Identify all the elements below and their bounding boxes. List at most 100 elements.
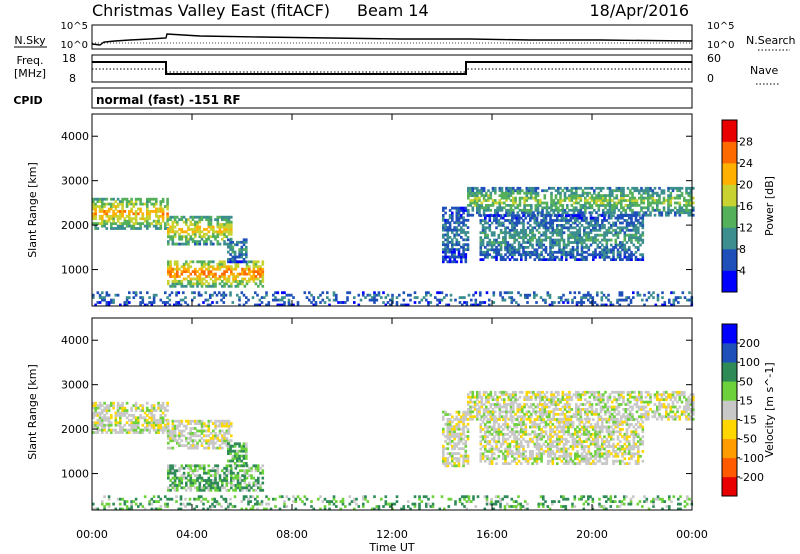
- echo-cell: [667, 415, 670, 419]
- echo-cell: [532, 186, 535, 190]
- echo-cell: [529, 231, 532, 235]
- echo-cell: [689, 408, 693, 411]
- echo-cell: [612, 258, 615, 261]
- echo-cell: [536, 395, 540, 399]
- echo-cell: [180, 479, 184, 482]
- echo-cell: [508, 248, 512, 252]
- echo-cell: [261, 476, 265, 480]
- echo-cell: [526, 253, 530, 257]
- echo-cell: [180, 419, 184, 423]
- echo-cell: [101, 428, 104, 432]
- echo-cell: [494, 393, 497, 397]
- echo-cell: [590, 206, 594, 210]
- echo-cell: [570, 189, 574, 193]
- echo-cell: [191, 484, 195, 487]
- echo-cell: [557, 400, 560, 404]
- echo-cell: [533, 250, 537, 254]
- echo-cell: [128, 428, 131, 432]
- echo-cell: [200, 235, 204, 239]
- echo-cell: [173, 220, 177, 224]
- echo-cell: [457, 243, 461, 247]
- echo-cell: [169, 230, 172, 234]
- echo-cell: [139, 291, 142, 295]
- echo-cell: [203, 270, 206, 273]
- echo-cell: [557, 186, 560, 190]
- echo-cell: [479, 248, 483, 252]
- echo-cell: [196, 270, 199, 273]
- echo-cell: [628, 224, 631, 227]
- echo-cell: [487, 206, 490, 210]
- echo-cell: [560, 238, 564, 242]
- echo-cell: [464, 452, 468, 455]
- echo-cell: [243, 469, 247, 473]
- echo-cell: [173, 432, 177, 435]
- echo-cell: [198, 218, 202, 221]
- echo-cell: [442, 444, 445, 448]
- echo-cell: [601, 214, 604, 217]
- echo-cell: [557, 408, 560, 411]
- echo-cell: [173, 267, 177, 271]
- echo-cell: [583, 258, 586, 261]
- echo-cell: [212, 284, 215, 288]
- echo-cell: [123, 409, 127, 412]
- echo-cell: [637, 221, 640, 225]
- echo-cell: [669, 201, 673, 205]
- echo-cell: [161, 219, 165, 223]
- echo-cell: [189, 280, 193, 283]
- echo-cell: [599, 398, 603, 401]
- echo-cell: [607, 293, 610, 297]
- echo-cell: [448, 413, 452, 416]
- echo-cell: [518, 403, 522, 406]
- echo-cell: [486, 233, 489, 237]
- echo-cell: [683, 405, 686, 409]
- echo-cell: [593, 390, 596, 394]
- echo-cell: [462, 422, 465, 426]
- echo-cell: [230, 466, 233, 470]
- echo-cell: [631, 204, 634, 207]
- echo-cell: [524, 293, 527, 297]
- echo-cell: [606, 204, 610, 207]
- echo-cell: [621, 214, 624, 217]
- echo-cell: [453, 255, 456, 259]
- echo-cell: [614, 246, 618, 249]
- echo-cell: [619, 228, 622, 232]
- echo-cell: [608, 196, 612, 200]
- echo-cell: [513, 221, 516, 225]
- echo-cell: [98, 214, 102, 218]
- echo-cell: [587, 233, 591, 237]
- echo-cell: [402, 291, 406, 295]
- echo-cell: [169, 265, 172, 269]
- echo-cell: [184, 301, 187, 304]
- echo-cell: [236, 262, 240, 266]
- echo-cell: [261, 469, 265, 473]
- echo-cell: [232, 275, 235, 278]
- echo-cell: [638, 398, 641, 401]
- echo-cell: [547, 226, 550, 230]
- echo-cell: [535, 301, 538, 304]
- echo-cell: [236, 282, 240, 286]
- echo-cell: [216, 419, 220, 423]
- echo-cell: [638, 191, 641, 195]
- echo-cell: [116, 227, 120, 230]
- echo-cell: [225, 479, 229, 482]
- echo-cell: [448, 221, 452, 225]
- echo-cell: [569, 291, 572, 295]
- echo-cell: [497, 243, 501, 247]
- echo-cell: [191, 464, 195, 468]
- echo-cell: [589, 219, 593, 222]
- echo-cell: [538, 258, 541, 261]
- echo-cell: [265, 291, 268, 295]
- echo-cell: [495, 241, 498, 244]
- echo-cell: [139, 217, 142, 221]
- echo-cell: [207, 444, 211, 447]
- echo-cell: [125, 298, 129, 302]
- echo-cell: [223, 218, 226, 221]
- echo-cell: [185, 484, 188, 487]
- echo-cell: [531, 228, 534, 232]
- echo-cell: [529, 219, 532, 222]
- echo-cell: [103, 205, 106, 208]
- echo-cell: [141, 406, 145, 410]
- echo-cell: [250, 277, 253, 281]
- echo-cell: [539, 415, 542, 419]
- echo-cell: [466, 437, 470, 441]
